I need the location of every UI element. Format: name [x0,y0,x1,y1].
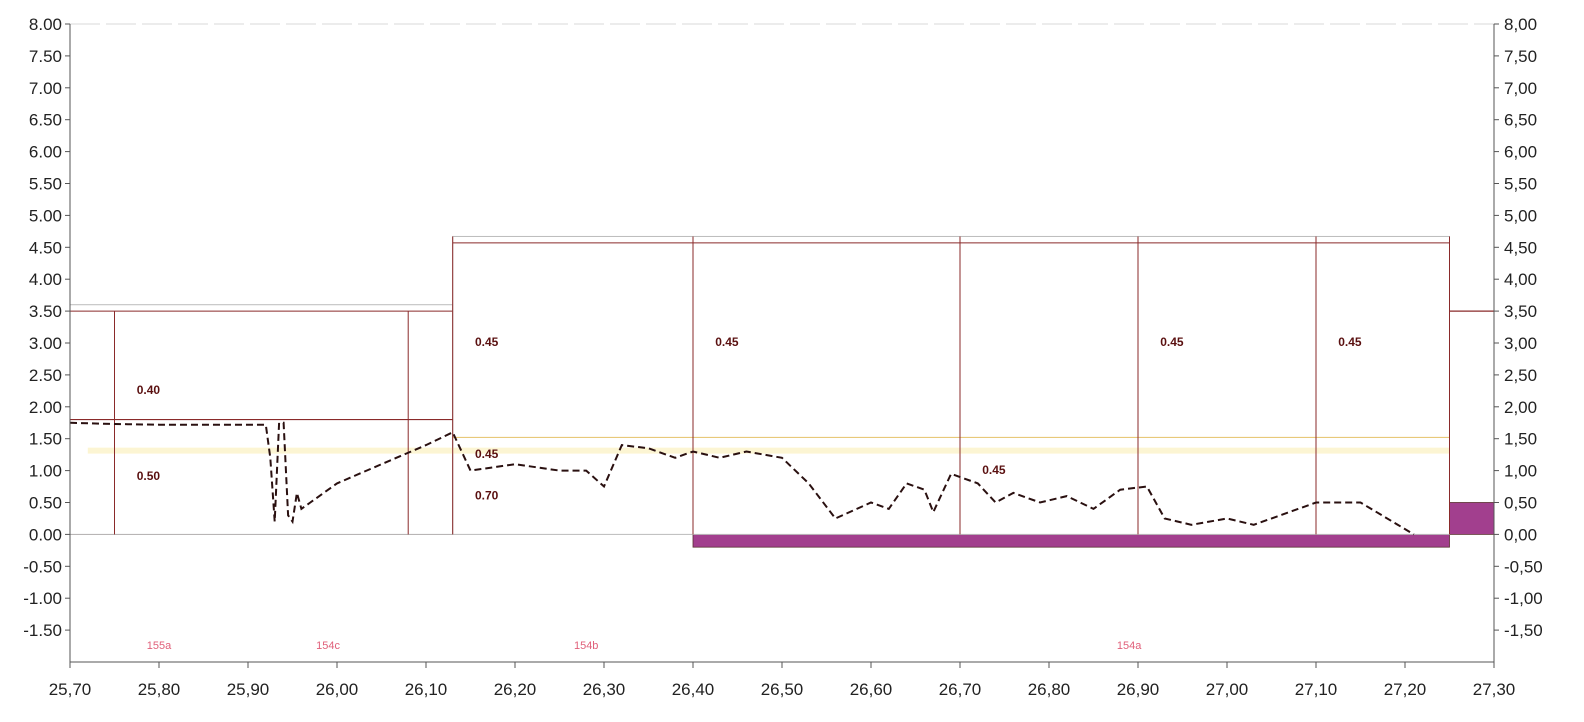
right-y-tick-label: 4,50 [1504,238,1537,257]
right-y-tick-label: 5,50 [1504,175,1537,194]
right-y-tick-label: 3,50 [1504,302,1537,321]
right-y-tick-label: 5,00 [1504,206,1537,225]
right-y-tick-label: -1,50 [1504,621,1543,640]
segment-value-label: 0.45 [982,463,1006,477]
x-tick-label: 25,70 [49,680,92,699]
right-y-tick-label: 2,50 [1504,366,1537,385]
section-label: 154a [1117,640,1142,652]
x-tick-label: 26,80 [1028,680,1071,699]
right-y-tick-label: 0,50 [1504,494,1537,513]
left-y-tick-label: 7.00 [29,79,62,98]
x-tick-label: 25,90 [227,680,270,699]
left-y-tick-label: 1.00 [29,462,62,481]
left-y-tick-label: 3.00 [29,334,62,353]
profile-line [69,421,1415,536]
right-y-tick-label: 4,00 [1504,270,1537,289]
x-tick-label: 26,00 [316,680,359,699]
right-y-tick-label: 1,50 [1504,430,1537,449]
x-tick-label: 26,70 [939,680,982,699]
segment-value-label: 0.70 [475,488,499,502]
x-tick-label: 26,20 [494,680,537,699]
x-tick-label: 27,10 [1295,680,1338,699]
left-y-tick-label: 0.00 [29,525,62,544]
segment-value-label: 0.45 [715,335,739,349]
section-label: 154b [574,640,598,652]
x-tick-label: 26,60 [850,680,893,699]
x-tick-label: 27,00 [1206,680,1249,699]
x-tick-label: 26,90 [1117,680,1160,699]
right-y-tick-label: 7,50 [1504,47,1537,66]
left-y-tick-label: 2.50 [29,366,62,385]
left-y-tick-label: 3.50 [29,302,62,321]
left-y-tick-label: -1.00 [23,589,62,608]
left-y-tick-label: 4.50 [29,238,62,257]
section-label: 155a [147,640,172,652]
left-y-tick-label: 1.50 [29,430,62,449]
fill-block-purple [1449,502,1495,535]
segment-value-label: 0.45 [475,447,499,461]
left-y-tick-label: 2.00 [29,398,62,417]
outer-block [452,235,1450,535]
right-y-tick-label: 1,00 [1504,462,1537,481]
left-y-tick-label: 0.50 [29,494,62,513]
x-tick-label: 26,50 [761,680,804,699]
segment-value-label: 0.45 [1338,335,1362,349]
right-y-tick-label: 7,00 [1504,79,1537,98]
segment-value-label: 0.40 [137,383,161,397]
right-y-tick-label: 2,00 [1504,398,1537,417]
x-tick-label: 26,30 [583,680,626,699]
left-y-tick-label: 7.50 [29,47,62,66]
right-y-tick-label: 8,00 [1504,15,1537,34]
left-y-tick-label: 8.00 [29,15,62,34]
x-tick-label: 26,10 [405,680,448,699]
right-y-tick-label: 6,50 [1504,111,1537,130]
right-y-tick-label: 0,00 [1504,525,1537,544]
right-y-tick-label: 3,00 [1504,334,1537,353]
left-y-tick-label: 4.00 [29,270,62,289]
yellow-band [87,447,1450,454]
left-y-tick-label: 6.00 [29,143,62,162]
x-tick-label: 27,20 [1384,680,1427,699]
segment-value-label: 0.45 [475,335,499,349]
x-tick-label: 26,40 [672,680,715,699]
left-y-tick-label: 5.00 [29,206,62,225]
left-y-tick-label: 5.50 [29,175,62,194]
x-tick-label: 27,30 [1473,680,1516,699]
segment-value-label: 0.45 [1160,335,1184,349]
right-y-tick-label: 6,00 [1504,143,1537,162]
left-y-tick-label: 6.50 [29,111,62,130]
left-y-tick-label: -0.50 [23,557,62,576]
right-y-tick-label: -1,00 [1504,589,1543,608]
left-y-tick-label: -1.50 [23,621,62,640]
segment-value-label: 0.50 [137,469,161,483]
right-y-tick-label: -0,50 [1504,557,1543,576]
x-tick-label: 25,80 [138,680,181,699]
segment-value-label: 0.70 [715,520,739,534]
section-label: 154c [316,640,340,652]
